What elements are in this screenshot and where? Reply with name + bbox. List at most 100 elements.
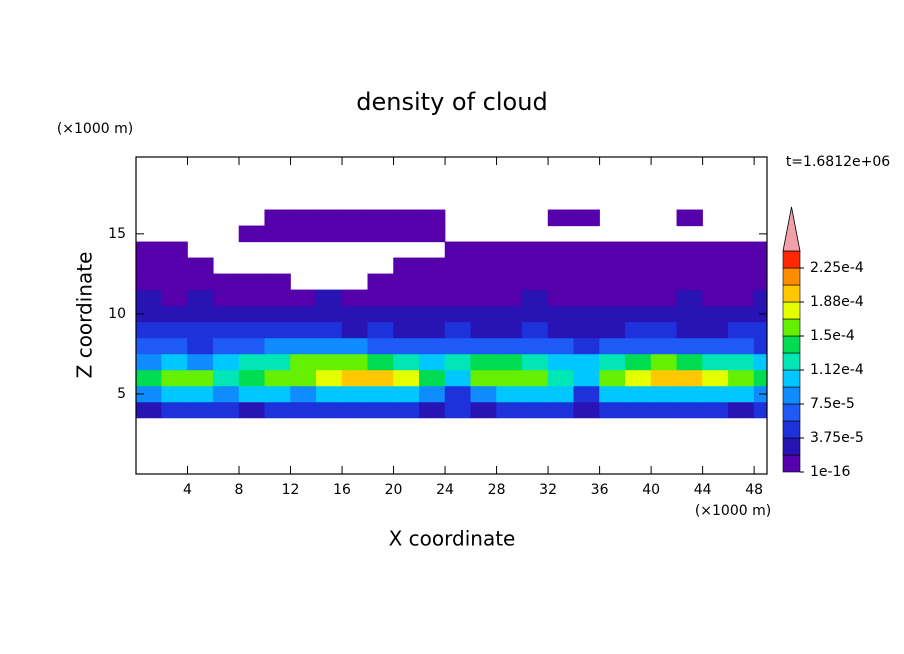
- contour-cell: [444, 321, 472, 339]
- contour-cell: [161, 353, 188, 371]
- contour-field: [136, 209, 767, 419]
- contour-cell: [264, 353, 291, 371]
- contour-cell: [753, 321, 767, 339]
- contour-cell: [341, 401, 369, 419]
- contour-cell: [650, 305, 678, 323]
- contour-cell: [753, 401, 767, 419]
- colorbar-extend: [782, 206, 801, 252]
- contour-cell: [728, 273, 755, 291]
- contour-cell: [290, 289, 317, 307]
- colorbar-segment: [782, 335, 801, 354]
- colorbar-tick-label: 2.25e-4: [810, 260, 864, 276]
- contour-cell: [728, 289, 755, 307]
- contour-cell: [393, 289, 420, 307]
- contour-cell: [341, 337, 369, 355]
- contour-cell: [367, 289, 394, 307]
- contour-cell: [625, 241, 652, 259]
- contour-cell: [470, 337, 497, 355]
- contour-cell: [625, 257, 652, 275]
- contour-cell: [625, 337, 652, 355]
- contour-cell: [728, 353, 755, 371]
- colorbar-segment: [782, 403, 801, 422]
- contour-cell: [753, 257, 767, 275]
- contour-cell: [625, 305, 652, 323]
- contour-cell: [290, 225, 317, 243]
- colorbar-segment: [782, 250, 801, 269]
- contour-cell: [419, 209, 446, 227]
- chart-title: density of cloud: [356, 88, 547, 116]
- contour-cell: [419, 369, 446, 387]
- contour-cell: [625, 321, 652, 339]
- contour-cell: [419, 257, 446, 275]
- contour-cell: [187, 321, 214, 339]
- contour-cell: [625, 369, 652, 387]
- contour-cell: [264, 273, 291, 291]
- contour-cell: [264, 369, 291, 387]
- contour-cell: [341, 305, 369, 323]
- contour-cell: [547, 321, 575, 339]
- contour-cell: [650, 241, 678, 259]
- contour-cell: [161, 273, 188, 291]
- contour-cell: [419, 385, 446, 403]
- contour-cell: [290, 209, 317, 227]
- contour-cell: [573, 273, 600, 291]
- contour-cell: [212, 353, 240, 371]
- contour-cell: [496, 337, 523, 355]
- contour-cell: [238, 401, 266, 419]
- contour-cell: [161, 289, 188, 307]
- contour-cell: [238, 385, 266, 403]
- contour-cell: [187, 369, 214, 387]
- contour-cell: [522, 257, 549, 275]
- contour-cell: [702, 385, 729, 403]
- contour-cell: [676, 321, 703, 339]
- contour-cell: [212, 273, 240, 291]
- contour-cell: [290, 321, 317, 339]
- contour-cell: [599, 273, 626, 291]
- contour-cell: [702, 273, 729, 291]
- contour-cell: [625, 401, 652, 419]
- contour-cell: [573, 305, 600, 323]
- contour-cell: [522, 369, 549, 387]
- contour-cell: [444, 385, 472, 403]
- x-tick-label: 40: [642, 482, 660, 498]
- contour-cell: [728, 337, 755, 355]
- colorbar-segment: [782, 369, 801, 388]
- contour-cell: [496, 289, 523, 307]
- contour-cell: [547, 241, 575, 259]
- contour-cell: [367, 337, 394, 355]
- contour-cell: [728, 401, 755, 419]
- contour-cell: [702, 289, 729, 307]
- x-tick-label: 28: [488, 482, 506, 498]
- contour-cell: [290, 385, 317, 403]
- contour-cell: [702, 305, 729, 323]
- contour-cell: [496, 241, 523, 259]
- contour-cell: [444, 353, 472, 371]
- contour-cell: [212, 321, 240, 339]
- contour-cell: [470, 401, 497, 419]
- contour-cell: [290, 369, 317, 387]
- contour-cell: [676, 289, 703, 307]
- colorbar-segment: [782, 352, 801, 371]
- contour-cell: [341, 289, 369, 307]
- contour-cell: [573, 369, 600, 387]
- contour-cell: [212, 289, 240, 307]
- contour-cell: [753, 289, 767, 307]
- contour-cell: [650, 321, 678, 339]
- contour-cell: [161, 385, 188, 403]
- contour-cell: [238, 273, 266, 291]
- colorbar-tick-label: 1.5e-4: [810, 328, 855, 344]
- contour-cell: [444, 337, 472, 355]
- contour-cell: [238, 289, 266, 307]
- contour-cell: [315, 305, 343, 323]
- colorbar-tick-label: 1e-16: [810, 464, 850, 480]
- colorbar-segment: [782, 386, 801, 405]
- contour-cell: [650, 337, 678, 355]
- contour-cell: [599, 289, 626, 307]
- contour-cell: [573, 321, 600, 339]
- contour-cell: [496, 353, 523, 371]
- contour-cell: [676, 353, 703, 371]
- contour-cell: [599, 241, 626, 259]
- contour-cell: [753, 369, 767, 387]
- contour-cell: [599, 305, 626, 323]
- contour-cell: [393, 385, 420, 403]
